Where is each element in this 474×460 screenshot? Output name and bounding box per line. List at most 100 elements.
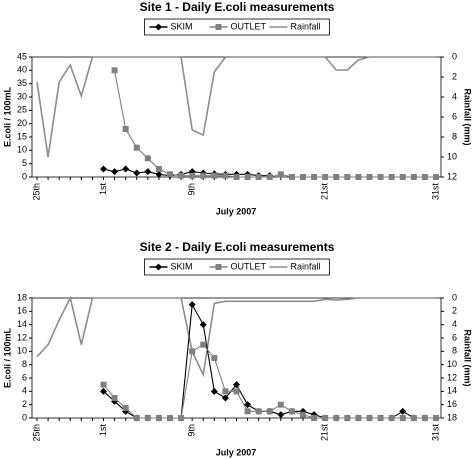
y-axis-title: E.coli / 100mL	[2, 327, 12, 388]
x-tick-label: 9th	[187, 424, 197, 437]
y-tick-label: 5	[22, 158, 27, 168]
data-point	[300, 411, 306, 418]
data-point	[255, 408, 262, 415]
x-tick-label: 21st	[320, 183, 330, 201]
data-point	[144, 415, 151, 421]
series-line	[36, 56, 436, 158]
y2-axis-title: Rainfall (mm)	[463, 329, 473, 386]
data-point	[199, 321, 207, 329]
y2-tick-label: 2	[452, 71, 457, 81]
data-point	[277, 411, 285, 419]
y2-tick-label: 8	[452, 131, 457, 141]
y2-tick-label: 8	[452, 346, 457, 356]
data-point	[399, 415, 406, 421]
data-point	[155, 415, 162, 421]
data-point	[421, 415, 428, 421]
data-point	[433, 174, 439, 180]
y2-tick-label: 10	[447, 151, 457, 161]
data-point	[222, 172, 229, 179]
y-tick-label: 0	[22, 171, 27, 181]
x-tick-label: 21st	[320, 424, 330, 442]
data-point	[100, 165, 107, 173]
data-point	[200, 172, 207, 179]
x-tick-label: 25th	[31, 424, 41, 442]
data-point	[288, 408, 295, 415]
data-point	[111, 168, 119, 176]
data-point	[221, 394, 229, 402]
x-axis-title: July 2007	[216, 447, 257, 457]
x-tick-label: 9th	[187, 183, 197, 196]
x-axis-title: July 2007	[216, 206, 257, 216]
plot-frame	[31, 297, 442, 419]
data-point	[233, 388, 240, 395]
chart-title: Site 2 - Daily E.coli measurements	[140, 240, 335, 254]
data-point	[433, 415, 439, 421]
y2-tick-label: 0	[452, 51, 457, 61]
legend-label: OUTLET	[231, 21, 267, 31]
data-point	[211, 355, 218, 361]
data-point	[311, 174, 318, 180]
data-point	[333, 415, 340, 421]
y-tick-label: 12	[17, 332, 27, 342]
y2-tick-label: 6	[452, 332, 457, 342]
series-line	[103, 168, 270, 177]
data-point	[167, 171, 173, 178]
data-point	[388, 415, 395, 421]
y2-tick-label: 2	[452, 306, 457, 316]
data-point	[233, 174, 240, 180]
legend-marker	[155, 23, 162, 31]
data-point	[133, 144, 140, 151]
data-point	[322, 174, 329, 180]
y-tick-label: 18	[17, 292, 27, 302]
data-point	[311, 415, 318, 421]
legend-marker	[215, 24, 222, 30]
data-point	[344, 415, 351, 421]
series-line	[36, 295, 436, 378]
data-point	[189, 348, 196, 355]
legend-marker	[215, 264, 222, 270]
y-tick-label: 25	[17, 105, 27, 115]
y-tick-label: 14	[17, 319, 27, 329]
y2-tick-label: 6	[452, 111, 457, 121]
data-point	[366, 174, 373, 180]
data-point	[266, 174, 273, 180]
y2-tick-label: 16	[447, 399, 457, 409]
legend-marker	[155, 263, 162, 271]
data-point	[388, 174, 395, 180]
data-point	[133, 415, 140, 421]
data-point	[233, 381, 240, 389]
data-point	[122, 165, 130, 173]
y2-tick-label: 4	[452, 91, 457, 101]
data-point	[255, 174, 262, 180]
y-tick-label: 10	[17, 145, 27, 155]
y-tick-label: 40	[17, 65, 27, 75]
y2-tick-label: 10	[447, 359, 457, 369]
data-point	[288, 174, 295, 180]
series-line	[114, 70, 436, 178]
data-point	[300, 174, 306, 180]
data-point	[333, 174, 340, 180]
y2-tick-label: 18	[447, 412, 457, 422]
data-point	[122, 405, 129, 411]
data-point	[155, 166, 162, 172]
data-point	[100, 387, 107, 395]
y-tick-label: 6	[22, 372, 27, 382]
data-point	[100, 381, 107, 388]
data-point	[111, 395, 118, 401]
legend-label: SKIM	[171, 21, 193, 31]
data-point	[188, 301, 196, 309]
y-tick-label: 2	[22, 399, 27, 409]
y-tick-label: 20	[17, 118, 27, 128]
y-tick-label: 8	[22, 359, 27, 369]
y-tick-label: 45	[17, 51, 27, 61]
data-point	[410, 174, 417, 180]
legend-box	[144, 258, 330, 276]
data-point	[211, 172, 218, 179]
y2-tick-label: 12	[447, 372, 457, 382]
series-line	[103, 302, 425, 419]
y2-axis-title: Rainfall (mm)	[463, 88, 473, 145]
data-point	[377, 415, 384, 421]
x-tick-label: 1st	[98, 183, 108, 196]
data-point	[399, 407, 407, 415]
y-tick-label: 4	[22, 386, 27, 396]
